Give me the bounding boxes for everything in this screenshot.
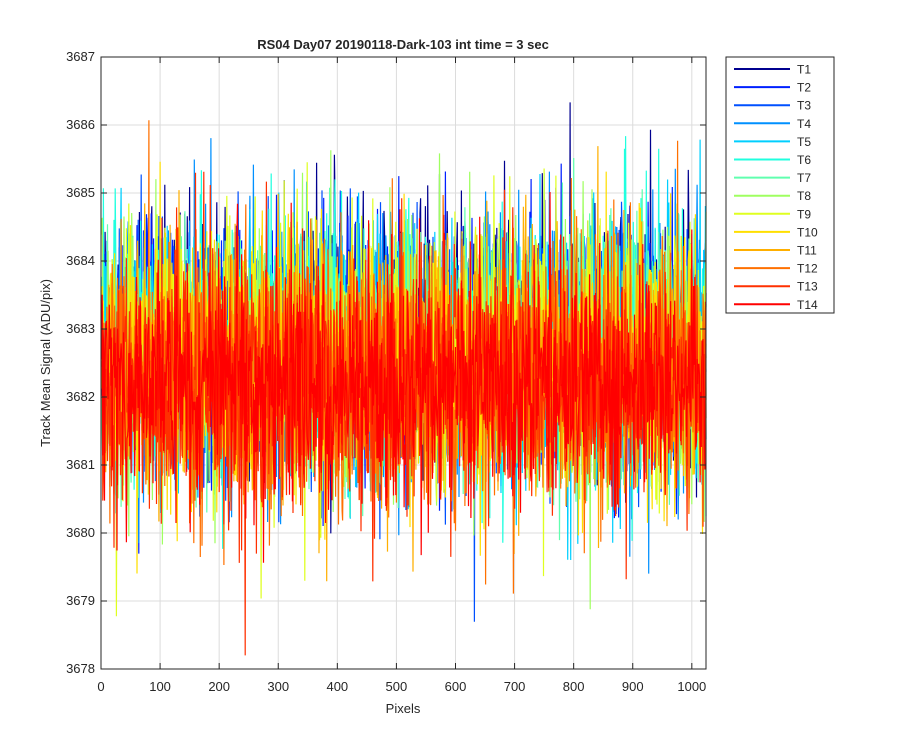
legend-label-T14: T14: [797, 298, 818, 312]
legend-label-T11: T11: [797, 244, 817, 258]
y-tick-label: 3682: [66, 389, 95, 404]
series-line-T14: [101, 191, 707, 563]
x-tick-label: 1000: [677, 679, 706, 694]
y-tick-label: 3681: [66, 457, 95, 472]
legend-label-T3: T3: [797, 99, 811, 113]
legend-label-T6: T6: [797, 153, 811, 167]
y-tick-label: 3687: [66, 49, 95, 64]
x-tick-label: 200: [208, 679, 230, 694]
x-tick-label: 500: [386, 679, 408, 694]
legend: T1 T2 T3 T4 T5 T6 T7 T8 T9 T10 T11 T12 T13 T14: [725, 56, 835, 314]
x-tick-label: 400: [326, 679, 348, 694]
legend-label-T1: T1: [797, 63, 811, 77]
legend-label-T9: T9: [797, 207, 811, 221]
legend-label-T5: T5: [797, 135, 811, 149]
legend-box: [725, 56, 835, 314]
y-tick-label: 3684: [66, 253, 95, 268]
x-tick-label: 600: [445, 679, 467, 694]
legend-label-T4: T4: [797, 117, 811, 131]
series-layer: [101, 102, 707, 656]
plot-frame: [100, 56, 707, 670]
plot-area: [100, 56, 707, 670]
x-tick-label: 0: [97, 679, 104, 694]
legend-label-T7: T7: [797, 171, 811, 185]
legend-items: T1 T2 T3 T4 T5 T6 T7 T8 T9 T10 T11 T12 T13 T14: [734, 63, 818, 312]
y-axis-label: Track Mean Signal (ADU/pix): [38, 279, 53, 447]
chart-title: RS04 Day07 20190118-Dark-103 int time = …: [257, 37, 549, 52]
x-tick-label: 100: [149, 679, 171, 694]
legend-label-T8: T8: [797, 189, 811, 203]
x-tick-label: 700: [504, 679, 526, 694]
y-tick-label: 3685: [66, 185, 95, 200]
legend-label-T2: T2: [797, 81, 811, 95]
legend-label-T10: T10: [797, 225, 818, 239]
y-tick-label: 3683: [66, 321, 95, 336]
x-tick-label: 900: [622, 679, 644, 694]
legend-label-T13: T13: [797, 280, 818, 294]
y-tick-labels: 3678 3679 3680 3681 3682 3683 3684 3685 3686 3687: [66, 49, 95, 676]
x-tick-labels: 0 100 200 300 400 500 600 700 800 900 1000: [97, 679, 706, 694]
y-tick-label: 3686: [66, 117, 95, 132]
x-tick-label: 800: [563, 679, 585, 694]
x-axis-label: Pixels: [386, 701, 421, 716]
y-tick-label: 3679: [66, 593, 95, 608]
y-tick-label: 3678: [66, 661, 95, 676]
y-tick-label: 3680: [66, 525, 95, 540]
legend-label-T12: T12: [797, 262, 818, 276]
x-tick-label: 300: [267, 679, 289, 694]
tick-marks: [100, 56, 706, 670]
